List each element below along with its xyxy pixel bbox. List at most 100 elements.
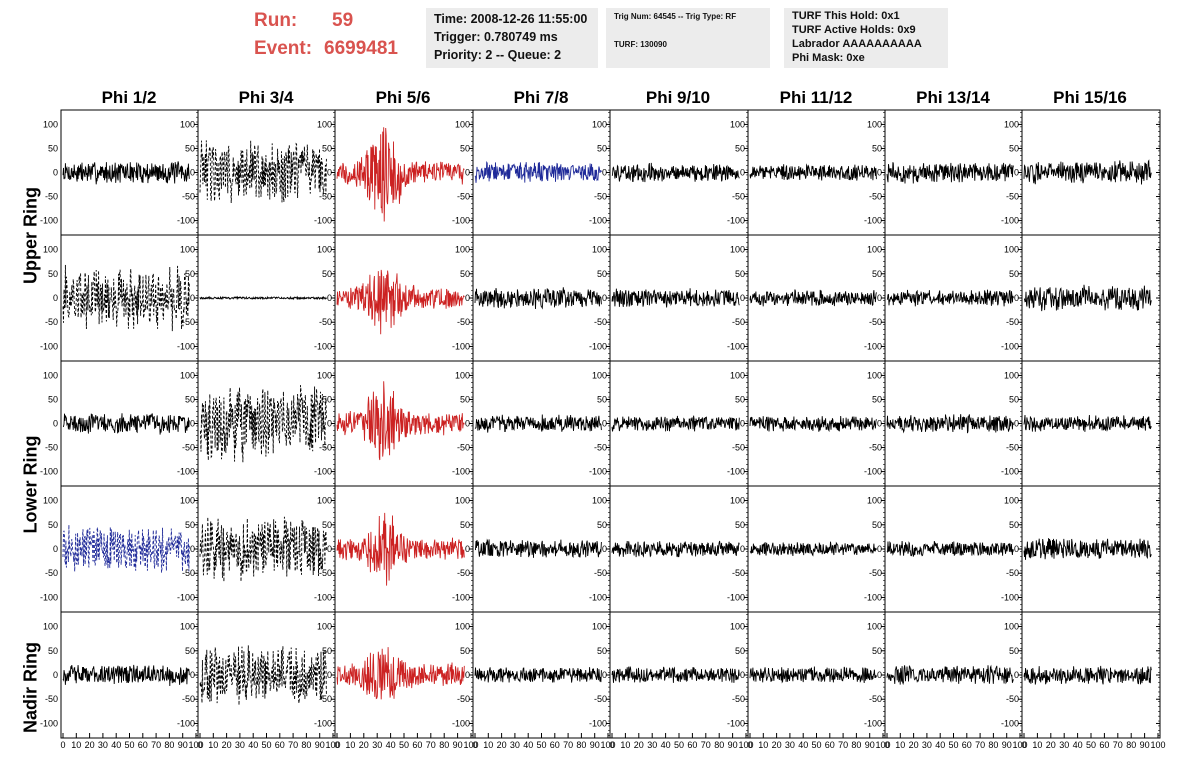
y-tick-label: 100 (730, 119, 745, 129)
x-tick-label: 80 (301, 740, 311, 750)
y-tick-label: 50 (597, 143, 607, 153)
y-tick-label: -100 (864, 216, 882, 226)
waveform-trace (611, 415, 740, 432)
col-title-1: Phi 1/2 (101, 88, 157, 107)
x-tick-label: 0 (609, 740, 614, 750)
y-tick-label: 50 (872, 394, 882, 404)
waveform-trace (474, 287, 602, 310)
x-tick-label: 60 (550, 740, 560, 750)
y-tick-label: -50 (45, 694, 58, 704)
col-title-2: Phi 3/4 (238, 88, 294, 107)
y-tick-label: 0 (1014, 544, 1019, 554)
x-tick-label: 10 (71, 740, 81, 750)
y-tick-label: -100 (40, 718, 58, 728)
x-tick-label: 50 (1086, 740, 1096, 750)
y-tick-label: -100 (40, 592, 58, 602)
y-tick-label: -50 (1006, 317, 1019, 327)
x-tick-label: 30 (647, 740, 657, 750)
y-tick-label: -100 (177, 467, 195, 477)
col-title-4: Phi 7/8 (513, 88, 569, 107)
y-tick-label: -100 (1001, 467, 1019, 477)
x-tick-label: 70 (426, 740, 436, 750)
x-tick-label: 90 (178, 740, 188, 750)
y-tick-label: -100 (1001, 341, 1019, 351)
x-tick-label: 90 (453, 740, 463, 750)
y-tick-label: -50 (1006, 192, 1019, 202)
y-tick-label: -100 (314, 467, 332, 477)
x-tick-label: 60 (962, 740, 972, 750)
x-tick-label: 40 (798, 740, 808, 750)
x-tick-label: 10 (620, 740, 630, 750)
y-tick-label: 100 (592, 119, 607, 129)
y-tick-label: 0 (602, 670, 607, 680)
y-tick-label: -50 (732, 192, 745, 202)
x-tick-label: 10 (208, 740, 218, 750)
y-tick-label: 50 (735, 394, 745, 404)
x-tick-label: 100 (325, 740, 340, 750)
waveform-trace (749, 666, 877, 684)
y-tick-label: -50 (869, 568, 882, 578)
y-tick-label: 50 (872, 269, 882, 279)
x-tick-label: 50 (536, 740, 546, 750)
y-tick-label: 100 (1004, 119, 1019, 129)
y-tick-label: -100 (40, 467, 58, 477)
y-tick-label: 0 (327, 544, 332, 554)
y-tick-label: -50 (182, 568, 195, 578)
x-tick-label: 80 (851, 740, 861, 750)
y-tick-label: -50 (45, 192, 58, 202)
y-tick-label: 0 (602, 544, 607, 554)
waveform-trace (474, 414, 602, 433)
waveform-trace (749, 415, 877, 433)
waveform-trace (611, 288, 740, 308)
y-tick-label: 50 (48, 520, 58, 530)
y-tick-label: -100 (452, 718, 470, 728)
y-tick-label: -100 (727, 592, 745, 602)
trigger-line: Trigger: 0.780749 ms (434, 30, 558, 44)
y-tick-label: 50 (1009, 394, 1019, 404)
priority-line: Priority: 2 -- Queue: 2 (434, 48, 562, 62)
y-tick-label: 100 (455, 370, 470, 380)
waveform-trace (199, 645, 327, 706)
x-tick-label: 90 (315, 740, 325, 750)
y-tick-label: 50 (872, 143, 882, 153)
y-tick-label: 50 (322, 646, 332, 656)
y-tick-label: 100 (455, 496, 470, 506)
y-tick-label: 100 (1004, 622, 1019, 632)
waveform-trace (474, 538, 602, 559)
y-tick-label: 0 (190, 168, 195, 178)
y-tick-label: 100 (592, 245, 607, 255)
y-tick-label: -100 (314, 592, 332, 602)
y-tick-label: 50 (597, 269, 607, 279)
trig-info-box: Trig Num: 64545 -- Trig Type: RF TURF: 1… (606, 8, 770, 68)
event-label: Event: (254, 38, 313, 59)
x-tick-label: 90 (590, 740, 600, 750)
y-tick-label: 100 (317, 496, 332, 506)
y-tick-label: 0 (53, 168, 58, 178)
y-tick-label: -50 (45, 443, 58, 453)
x-tick-label: 100 (463, 740, 478, 750)
y-tick-label: 100 (180, 245, 195, 255)
waveform-trace (199, 516, 327, 582)
y-tick-label: -50 (319, 192, 332, 202)
y-tick-label: 100 (592, 622, 607, 632)
waveform-trace (1024, 284, 1152, 312)
y-tick-label: -50 (732, 568, 745, 578)
phi-mask-line: Phi Mask: 0xe (792, 52, 865, 64)
x-tick-label: 60 (1099, 740, 1109, 750)
y-tick-label: -50 (869, 694, 882, 704)
x-tick-label: 40 (523, 740, 533, 750)
y-tick-label: 100 (1004, 370, 1019, 380)
y-tick-label: -100 (589, 592, 607, 602)
y-tick-label: -100 (177, 592, 195, 602)
waveform-trace (1023, 159, 1152, 185)
y-tick-label: 0 (465, 293, 470, 303)
x-tick-label: 50 (399, 740, 409, 750)
y-tick-label: 100 (1004, 245, 1019, 255)
x-tick-label: 0 (60, 740, 65, 750)
x-tick-label: 20 (909, 740, 919, 750)
y-tick-label: 50 (1009, 520, 1019, 530)
y-tick-label: 0 (53, 670, 58, 680)
waveform-trace (886, 414, 1014, 434)
x-tick-label: 0 (747, 740, 752, 750)
y-tick-label: 0 (1014, 670, 1019, 680)
